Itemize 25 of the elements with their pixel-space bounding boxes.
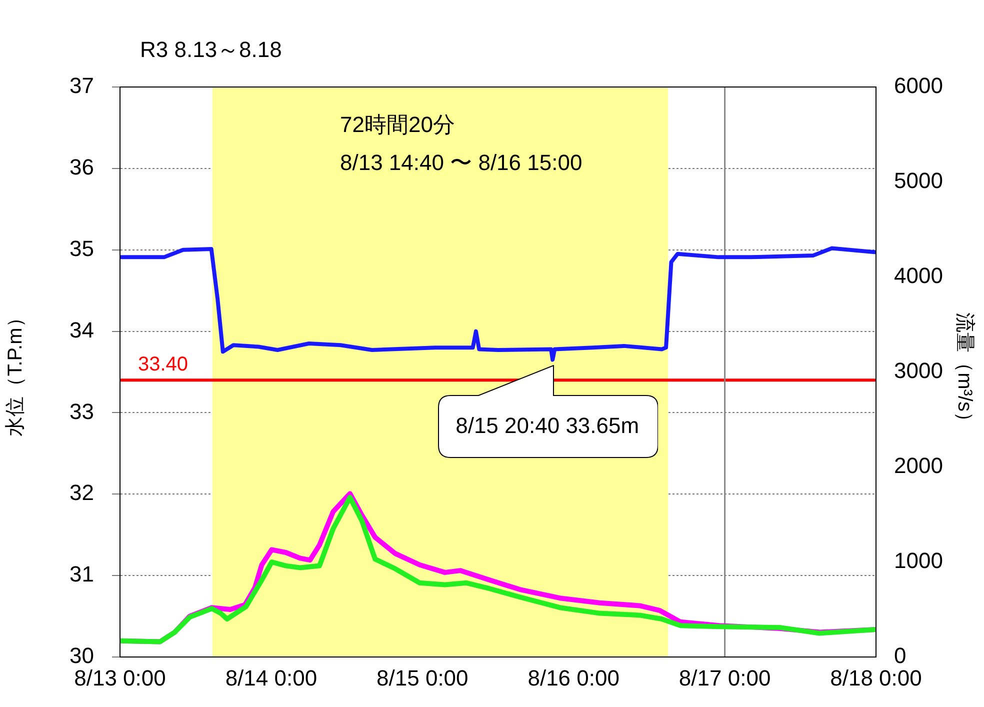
y-tick-label: 32 [70, 480, 94, 506]
y2-tick-label: 1000 [894, 548, 943, 574]
y2-tick-label: 5000 [894, 168, 943, 194]
y-tick-label: 31 [70, 562, 94, 587]
x-tick-label: 8/15 0:00 [376, 665, 468, 690]
y2-axis-title: 流量（m³/s） [953, 312, 976, 432]
y2-tick-label: 3000 [894, 358, 943, 384]
x-tick-label: 8/14 0:00 [225, 665, 318, 690]
callout-box: 8/15 20:40 33.65m [438, 364, 658, 458]
y-tick-label: 34 [70, 317, 94, 342]
y-tick-label: 36 [70, 154, 94, 180]
x-tick-label: 8/16 0:00 [528, 665, 620, 690]
y2-tick-label: 4000 [894, 263, 943, 288]
y-tick-label: 33 [70, 398, 94, 424]
annotation: 8/15 20:40 33.65m [456, 412, 640, 439]
annotation: 8/13 14:40 〜 8/16 15:00 [340, 150, 582, 175]
annotation: 72時間20分 [340, 112, 455, 137]
ref-line-label: 33.40 [138, 354, 188, 376]
y2-tick-label: 2000 [894, 453, 943, 478]
y-axis-title: 水位（T.P.m） [4, 308, 27, 436]
chart-title: R3 8.13～8.18 [140, 37, 282, 62]
y2-tick-label: 6000 [894, 73, 943, 98]
y-tick-label: 37 [70, 73, 94, 98]
x-tick-label: 8/17 0:00 [678, 665, 771, 690]
y-tick-label: 35 [70, 236, 94, 261]
